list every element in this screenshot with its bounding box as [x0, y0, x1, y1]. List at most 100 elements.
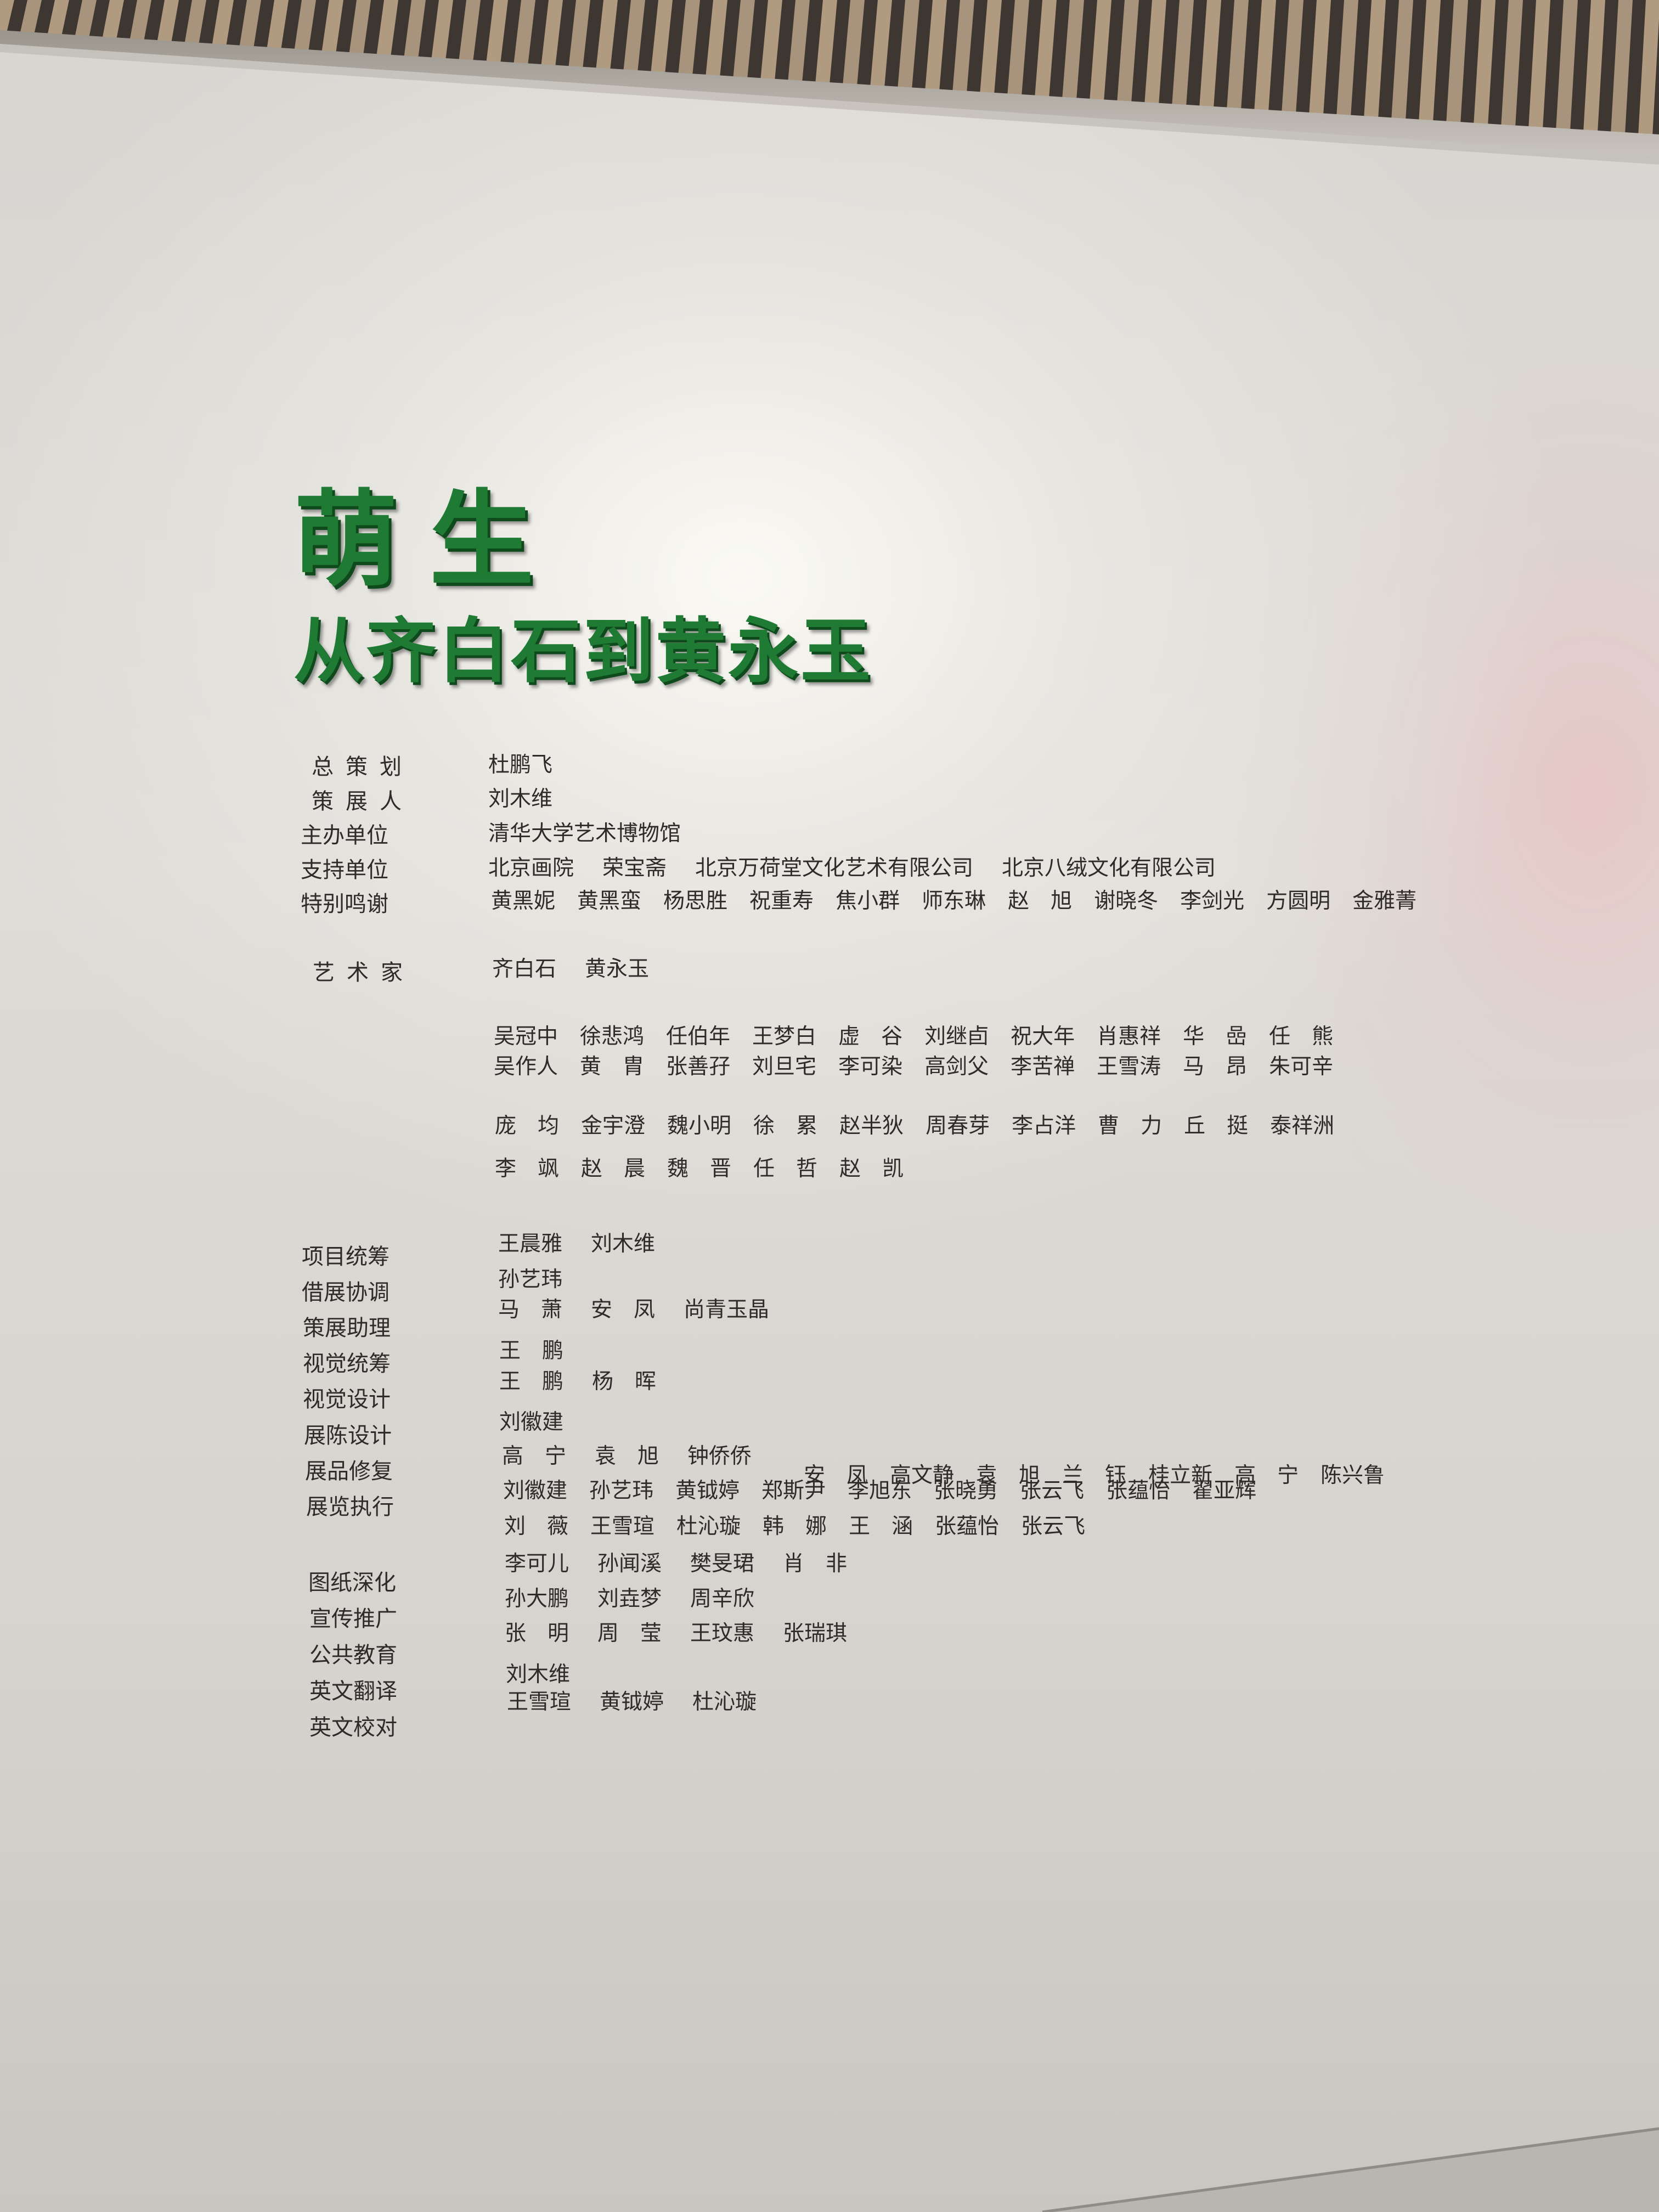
credit-name: 王晨雅	[498, 1232, 563, 1256]
ceiling-slat	[788, 0, 810, 83]
ceiling-slat	[47, 0, 69, 37]
credit-name: 刘木维	[591, 1232, 656, 1256]
credit-name: 马 昂	[1183, 1054, 1248, 1079]
credit-name: 杜沁璇	[676, 1514, 741, 1539]
credit-name: 北京画院	[488, 856, 574, 881]
ceiling-slat	[1309, 0, 1331, 116]
ceiling-slat	[678, 0, 700, 76]
restoration-names: 高 宁 袁 旭 钟侨侨	[502, 1444, 752, 1469]
english-proofreading-label: 英文校对	[309, 1715, 397, 1740]
credit-name: 虚 谷	[838, 1024, 903, 1049]
artists-group2-line1: 吴冠中 徐悲鸿 任伯年 王梦白虚 谷刘继卣 祝大年 肖惠祥华 嵒任 熊	[494, 1024, 1333, 1049]
credit-name: 朱可辛	[1269, 1054, 1334, 1079]
ceiling-slat	[980, 0, 1002, 95]
credit-name: 吴作人	[494, 1054, 558, 1079]
credit-name: 方圆明	[1266, 889, 1331, 913]
ceiling-slat	[404, 0, 426, 59]
ceiling-slat	[157, 0, 179, 43]
credit-name: 刘旦宅	[752, 1054, 817, 1079]
credit-name: 焦小群	[836, 889, 900, 913]
ceiling-slat	[212, 0, 234, 47]
public-education-names: 张 明 周 莹 王玟惠 张瑞琪	[505, 1621, 847, 1646]
ceiling-slat	[1227, 0, 1249, 111]
ceiling-slat	[129, 0, 151, 42]
credit-name: 魏 晋	[667, 1156, 732, 1181]
ceiling-slat	[870, 0, 892, 88]
ceiling-slat	[815, 0, 837, 85]
ceiling-slat	[1364, 0, 1386, 120]
credit-name: 张晓勇	[934, 1479, 998, 1503]
credit-name: 李 飒	[495, 1156, 560, 1181]
credit-name: 黄钺婷	[675, 1479, 740, 1503]
credit-name: 韩 娜	[763, 1514, 827, 1539]
credit-name: 樊旻珺	[690, 1551, 755, 1576]
ceiling-slat	[843, 0, 865, 87]
organizer-names: 清华大学艺术博物馆	[488, 821, 681, 847]
chief-planner-label: 总策划	[312, 754, 414, 780]
ceiling-slat	[1583, 0, 1605, 133]
credit-name: 刘 薇	[504, 1514, 569, 1539]
credit-name: 钟侨侨	[687, 1444, 752, 1469]
ceiling-slat	[1446, 0, 1468, 125]
credit-name: 安 凤	[591, 1297, 656, 1322]
slatted-ceiling	[0, 0, 1659, 165]
credit-name: 高文静	[890, 1463, 955, 1488]
credit-name: 杨思胜	[663, 889, 728, 913]
public-education-label: 公共教育	[309, 1643, 397, 1668]
ceiling-slat	[1172, 0, 1194, 108]
display-design-label: 展陈设计	[304, 1423, 392, 1448]
credit-name: 翟亚辉	[1192, 1479, 1257, 1503]
execution-line2: 刘 薇王雪瑄 杜沁璇韩 娜王 涵张蕴怡 张云飞	[504, 1514, 1085, 1539]
ceiling-slat	[376, 0, 398, 57]
ceiling-slat	[1391, 0, 1413, 121]
credit-name: 马 萧	[498, 1297, 563, 1322]
credit-name: 金宇澄	[581, 1114, 646, 1138]
credit-name: 北京八绒文化有限公司	[1002, 856, 1216, 881]
credit-name: 丘 挺	[1184, 1114, 1249, 1138]
ceiling-slat	[568, 0, 590, 69]
credit-name: 李苦禅	[1011, 1054, 1075, 1079]
credit-name: 张蕴怡	[1106, 1479, 1171, 1503]
credit-name: 王玟惠	[690, 1621, 755, 1646]
ceiling-slat	[102, 0, 124, 40]
credit-name: 黄钺婷	[600, 1690, 664, 1714]
execution-line1: 刘徽建 孙艺玮 黄钺婷 郑斯尹 李旭东 张晓勇 张云飞 张蕴怡 翟亚辉	[503, 1479, 1256, 1504]
ceiling-slat	[1528, 0, 1550, 129]
visual-coordination-names: 王 鹏	[499, 1339, 563, 1364]
publicity-names: 孙大鹏 刘垚梦 周辛欣	[505, 1587, 754, 1612]
credit-name: 张蕴怡	[935, 1514, 1000, 1539]
credit-name: 桂立新	[1148, 1463, 1213, 1488]
credit-name: 祝重寿	[749, 889, 814, 913]
credit-name: 肖惠祥	[1097, 1024, 1161, 1049]
credit-name: 孙艺玮	[589, 1479, 654, 1503]
english-translation-label: 英文翻译	[309, 1679, 397, 1704]
execution-line0: 安 凤高文静袁 旭兰 钰桂立新高 宁陈兴鲁	[804, 1463, 1385, 1488]
credit-name: 刘垚梦	[597, 1587, 662, 1611]
english-proofreading-names: 王雪瑄 黄钺婷 杜沁璇	[507, 1690, 757, 1715]
artists-group2-line2: 吴作人黄 胄张善孖 刘旦宅 李可染 高剑父 李苦禅 王雪涛马 昂朱可辛	[494, 1054, 1333, 1080]
credit-name: 刘继卣	[924, 1024, 989, 1049]
ceiling-slat	[623, 0, 645, 73]
artists-label: 艺术家	[313, 960, 415, 985]
exhibition-title-block: 萌生 从齐白石到黄永玉	[294, 483, 873, 696]
ceiling-slat	[1501, 0, 1523, 128]
project-coordination-names: 王晨雅 刘木维	[498, 1232, 655, 1257]
credit-name: 赵 旭	[1008, 889, 1073, 913]
credit-name: 刘徽建	[499, 1410, 564, 1435]
credit-name: 魏小明	[667, 1114, 732, 1138]
ceiling-slat	[321, 0, 343, 54]
credit-name: 李占洋	[1012, 1114, 1076, 1138]
ceiling-slat	[1254, 0, 1276, 112]
credit-name: 高 宁	[1234, 1463, 1299, 1488]
curatorial-assistants-names: 马 萧 安 凤 尚青玉晶	[498, 1297, 769, 1323]
publicity-label: 宣传推广	[309, 1606, 397, 1632]
credit-name: 张瑞琪	[783, 1621, 848, 1646]
credit-name: 黄黑妮	[491, 889, 556, 913]
special-thanks-names: 黄黑妮 黄黑蛮 杨思胜 祝重寿 焦小群 师东琳赵 旭谢晓冬 李剑光 方圆明 金雅菁	[491, 889, 1417, 914]
credit-name: 张善孖	[666, 1054, 731, 1079]
credit-name: 师东琳	[922, 889, 986, 913]
curatorial-assistants-label: 策展助理	[303, 1316, 391, 1341]
drawing-development-names: 李可儿 孙闻溪 樊旻珺 肖 非	[505, 1551, 847, 1577]
ceiling-slat	[760, 0, 782, 81]
